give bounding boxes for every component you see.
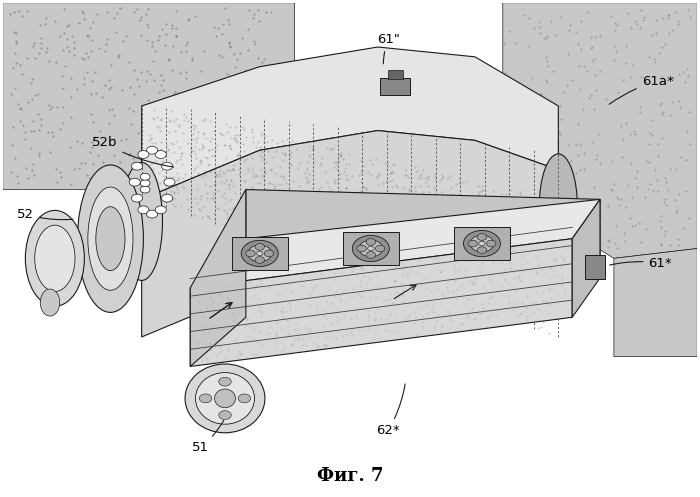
- Polygon shape: [614, 248, 697, 357]
- Circle shape: [199, 394, 212, 403]
- Circle shape: [468, 240, 477, 247]
- Polygon shape: [503, 3, 697, 258]
- Circle shape: [246, 250, 256, 257]
- FancyBboxPatch shape: [388, 70, 402, 80]
- Text: 61*: 61*: [610, 257, 672, 270]
- Text: Фиг. 7: Фиг. 7: [316, 467, 384, 485]
- Circle shape: [140, 173, 150, 180]
- Circle shape: [162, 194, 173, 202]
- Polygon shape: [141, 131, 559, 337]
- Polygon shape: [3, 3, 295, 189]
- Ellipse shape: [121, 163, 162, 280]
- FancyBboxPatch shape: [343, 232, 398, 265]
- Ellipse shape: [25, 210, 85, 306]
- Ellipse shape: [41, 289, 60, 316]
- Ellipse shape: [215, 389, 235, 408]
- Circle shape: [248, 245, 272, 262]
- Circle shape: [140, 186, 150, 193]
- Circle shape: [130, 178, 140, 186]
- Circle shape: [155, 206, 167, 214]
- Text: 61a*: 61a*: [609, 75, 673, 104]
- Circle shape: [470, 235, 494, 252]
- Circle shape: [375, 245, 385, 252]
- Ellipse shape: [185, 364, 265, 433]
- Circle shape: [255, 256, 265, 263]
- Circle shape: [255, 244, 265, 250]
- Circle shape: [477, 234, 486, 241]
- Circle shape: [463, 231, 500, 256]
- Text: 51: 51: [193, 420, 224, 454]
- Circle shape: [146, 210, 158, 218]
- Circle shape: [264, 250, 274, 257]
- Ellipse shape: [88, 187, 133, 290]
- Ellipse shape: [35, 225, 75, 292]
- Circle shape: [368, 246, 374, 251]
- Text: 61": 61": [377, 33, 400, 64]
- Polygon shape: [190, 199, 600, 288]
- Circle shape: [257, 251, 263, 255]
- Circle shape: [140, 180, 150, 186]
- FancyBboxPatch shape: [380, 78, 410, 94]
- Circle shape: [486, 240, 496, 247]
- Circle shape: [366, 251, 376, 258]
- Text: 52b: 52b: [92, 136, 174, 167]
- Polygon shape: [141, 47, 559, 199]
- FancyBboxPatch shape: [232, 237, 288, 270]
- Ellipse shape: [195, 373, 255, 424]
- Circle shape: [155, 151, 167, 159]
- Polygon shape: [190, 239, 572, 366]
- Ellipse shape: [539, 154, 578, 259]
- Circle shape: [138, 151, 149, 159]
- Polygon shape: [572, 199, 600, 317]
- Circle shape: [359, 240, 383, 257]
- FancyBboxPatch shape: [454, 227, 510, 260]
- Circle shape: [162, 162, 173, 170]
- Circle shape: [138, 206, 149, 214]
- Circle shape: [366, 239, 376, 246]
- Circle shape: [164, 178, 175, 186]
- Circle shape: [146, 146, 158, 154]
- Circle shape: [218, 411, 231, 419]
- Polygon shape: [190, 189, 246, 366]
- Text: 62*: 62*: [377, 384, 405, 437]
- Circle shape: [238, 394, 251, 403]
- Ellipse shape: [78, 165, 144, 313]
- Text: 52: 52: [17, 208, 73, 221]
- Circle shape: [352, 236, 389, 261]
- Circle shape: [479, 242, 485, 246]
- Polygon shape: [246, 189, 600, 317]
- Circle shape: [241, 241, 278, 266]
- Circle shape: [477, 247, 486, 253]
- Circle shape: [132, 162, 143, 170]
- Circle shape: [218, 377, 231, 386]
- FancyBboxPatch shape: [584, 255, 605, 279]
- Circle shape: [132, 194, 143, 202]
- Circle shape: [357, 245, 366, 252]
- Ellipse shape: [96, 207, 125, 270]
